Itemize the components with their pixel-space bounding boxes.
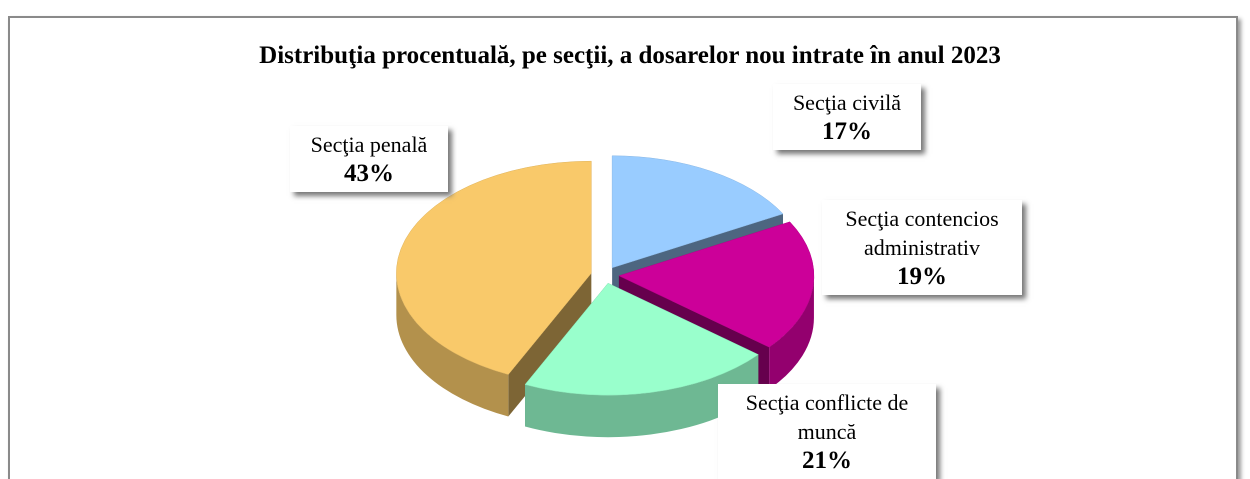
chart-title: Distribuţia procentuală, pe secţii, a do… xyxy=(259,42,1001,69)
category-label: Secţia conflicte de muncă xyxy=(745,390,909,444)
value-label: 19% xyxy=(897,263,947,290)
data-label: Secţia penală 43% xyxy=(290,126,448,192)
slice-side xyxy=(769,275,814,390)
category-label: Secţia civilă xyxy=(792,90,902,115)
data-label: Secţia civilă 17% xyxy=(773,84,921,150)
slice xyxy=(396,160,592,375)
value-label: 43% xyxy=(344,160,394,187)
slice xyxy=(524,282,759,396)
data-label: Secţia conflicte de muncă 21% xyxy=(718,384,936,479)
slice xyxy=(611,155,784,269)
data-label: Secţia contencios administrativ 19% xyxy=(822,200,1022,295)
slice-side xyxy=(396,273,509,417)
slice xyxy=(618,221,815,348)
category-label: Secţia penală xyxy=(310,132,428,157)
slice-side xyxy=(525,354,759,438)
value-label: 21% xyxy=(802,447,852,474)
value-label: 17% xyxy=(822,118,872,145)
category-label: Secţia contencios administrativ xyxy=(845,206,999,260)
